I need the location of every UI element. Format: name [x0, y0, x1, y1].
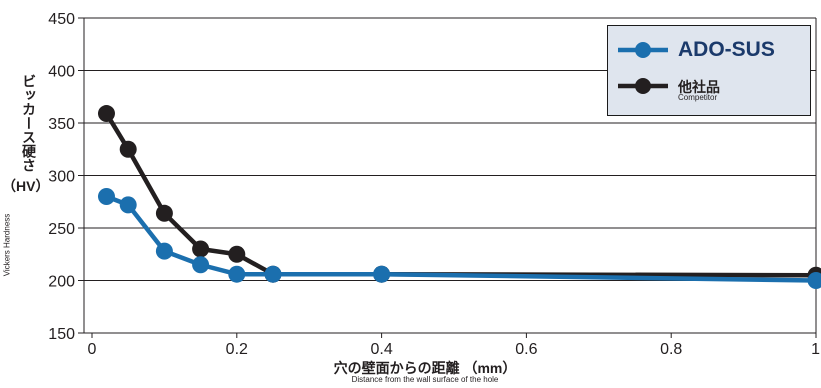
legend-markers — [618, 42, 668, 94]
x-axis-title-en: Distance from the wall surface of the ho… — [351, 375, 499, 384]
data-point — [228, 245, 246, 263]
series-competitor — [97, 105, 821, 284]
data-point — [119, 196, 137, 214]
x-tick-label: 0.8 — [660, 341, 682, 358]
y-tick-label: 450 — [48, 11, 75, 28]
y-tick-label: 250 — [48, 221, 75, 238]
legend-competitor-label-en: Competitor — [678, 93, 718, 102]
legend-competitor-marker — [635, 78, 651, 94]
x-tick-label: 0.2 — [226, 341, 248, 358]
x-tick-label: 0.6 — [515, 341, 537, 358]
data-series — [97, 105, 821, 289]
y-tick-label: 350 — [48, 116, 75, 133]
data-point — [192, 256, 210, 274]
data-point — [155, 204, 173, 222]
legend-ado-sus-label: ADO-SUS — [678, 38, 775, 61]
data-point — [228, 265, 246, 283]
data-point — [192, 240, 210, 258]
data-point — [264, 265, 282, 283]
x-axis-title: 穴の壁面からの距離 （mm） — [333, 360, 517, 376]
series-ado-sus — [97, 188, 821, 289]
legend-competitor-label: 他社品 — [678, 79, 720, 95]
y-tick-label: 300 — [48, 169, 75, 186]
x-tick-label: 0 — [88, 341, 97, 358]
y-axis-title-en-text: Vickers Hardness — [2, 213, 12, 277]
tick-labels: 150 200 250 300 350 400 450 0 0.2 0.4 0.6 0.8 1 — [48, 11, 820, 358]
y-axis-unit: （HV） — [2, 178, 50, 194]
grid-lines — [84, 17, 816, 334]
legend: ADO-SUS 他社品 Competitor — [607, 25, 811, 116]
y-tick-label: 200 — [48, 274, 75, 291]
data-point — [373, 265, 391, 283]
series-line — [104, 112, 817, 278]
data-point — [807, 272, 821, 289]
legend-ado-sus-marker — [635, 42, 651, 58]
y-axis-title: ビッカース硬さ — [21, 74, 37, 172]
data-point — [97, 105, 115, 123]
x-tick-label: 0.4 — [370, 341, 392, 358]
x-tick-label: 1 — [811, 341, 820, 358]
series-line — [105, 194, 817, 283]
y-axis-title-en: Vickers Hardness — [0, 200, 14, 290]
data-point — [119, 140, 137, 158]
data-point — [97, 188, 115, 205]
y-tick-label: 400 — [48, 64, 75, 81]
y-tick-label: 150 — [48, 326, 75, 343]
data-point — [155, 242, 173, 260]
